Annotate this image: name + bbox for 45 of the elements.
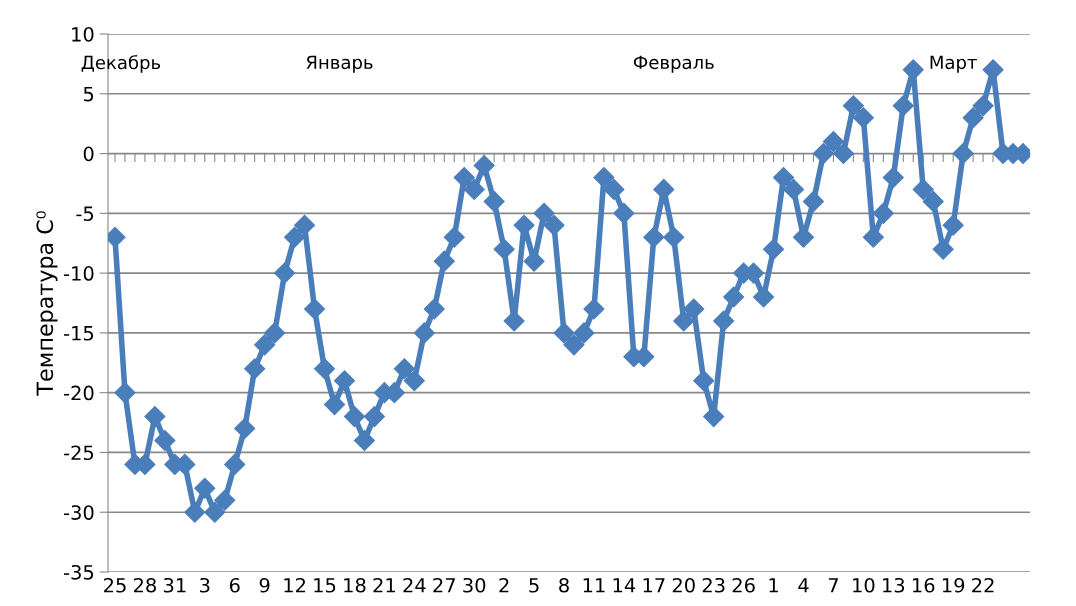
x-tick-label: 2 (499, 577, 509, 593)
x-tick-label: 5 (529, 578, 539, 593)
x-tick-label: 17 (643, 578, 665, 593)
x-tick-label: 10 (853, 577, 875, 593)
y-tick-label: -20 (64, 385, 94, 401)
x-tick-label: 23 (702, 577, 725, 593)
x-tick-label: 11 (583, 578, 605, 593)
x-tick-label: 1 (769, 578, 778, 593)
x-tick-label: 7 (828, 578, 838, 593)
x-tick-label: 4 (798, 578, 809, 593)
x-tick-label: 19 (942, 577, 965, 593)
x-tick-label: 18 (344, 577, 366, 593)
y-tick-label: 10 (72, 26, 94, 42)
y-tick-label: 0 (83, 146, 94, 162)
x-tick-label: 20 (672, 577, 695, 593)
y-tick-label: -30 (64, 505, 94, 520)
x-tick-label: 24 (403, 577, 426, 593)
annotation: Январь (306, 55, 373, 73)
y-tick-label: -10 (64, 266, 94, 281)
x-tick-label: 13 (883, 577, 905, 593)
x-tick-label: 26 (732, 577, 755, 593)
x-tick-label: 14 (613, 578, 636, 593)
x-tick-label: 25 (104, 577, 126, 593)
y-tick-label: -25 (64, 445, 94, 461)
y-tick-label: -5 (76, 206, 94, 221)
x-tick-label: 9 (259, 577, 270, 593)
x-tick-label: 21 (373, 577, 395, 593)
y-tick-label: -35 (64, 564, 94, 580)
x-tick-label: 22 (972, 577, 994, 593)
x-tick-label: 16 (913, 577, 935, 593)
x-tick-label: 3 (200, 577, 210, 593)
annotation: Декабрь (81, 55, 161, 73)
x-tick-label: 6 (229, 577, 240, 593)
y-axis-title: Температура С⁰ (36, 211, 58, 396)
x-tick-label: 31 (163, 577, 186, 593)
x-tick-label: 12 (284, 577, 306, 593)
y-tick-label: 5 (83, 86, 94, 102)
x-tick-label: 15 (314, 578, 336, 593)
x-tick-label: 27 (433, 577, 455, 593)
y-tick-label: -15 (64, 326, 94, 341)
x-tick-label: 30 (463, 577, 486, 593)
x-tick-label: 28 (133, 577, 156, 593)
annotation: Март (930, 55, 977, 73)
x-tick-label: 8 (559, 577, 569, 593)
annotation: Февраль (633, 55, 714, 73)
